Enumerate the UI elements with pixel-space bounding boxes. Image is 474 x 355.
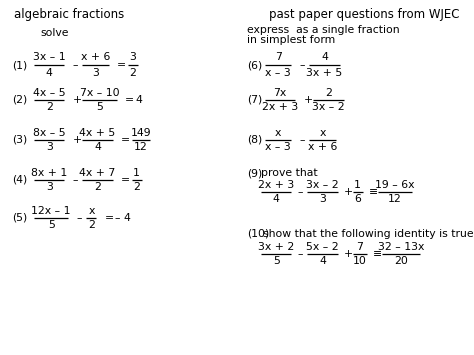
Text: 4: 4 (94, 142, 101, 153)
Text: x + 6: x + 6 (81, 53, 110, 62)
Text: x + 6: x + 6 (308, 142, 337, 153)
Text: 3x – 2: 3x – 2 (306, 180, 339, 190)
Text: –: – (73, 175, 78, 185)
Text: 149: 149 (130, 127, 151, 137)
Text: x: x (275, 127, 282, 137)
Text: 3: 3 (129, 53, 136, 62)
Text: 2: 2 (46, 103, 53, 113)
Text: (2): (2) (12, 95, 27, 105)
Text: +: + (344, 187, 353, 197)
Text: 12: 12 (388, 195, 402, 204)
Text: =: = (121, 135, 130, 145)
Text: past paper questions from WJEC: past paper questions from WJEC (270, 8, 460, 21)
Text: (8): (8) (247, 135, 262, 145)
Text: –: – (299, 60, 305, 70)
Text: 3: 3 (92, 67, 99, 77)
Text: 7x – 10: 7x – 10 (80, 87, 119, 98)
Text: 3x – 1: 3x – 1 (33, 53, 65, 62)
Text: 4x + 5: 4x + 5 (79, 127, 116, 137)
Text: 7: 7 (356, 241, 363, 251)
Text: 5: 5 (96, 103, 103, 113)
Text: express  as a single fraction: express as a single fraction (247, 25, 400, 35)
Text: =: = (125, 95, 134, 105)
Text: 4x + 7: 4x + 7 (79, 168, 116, 178)
Text: 2: 2 (129, 67, 136, 77)
Text: (7): (7) (247, 95, 262, 105)
Text: 4: 4 (46, 67, 53, 77)
Text: –: – (73, 60, 78, 70)
Text: ≡: ≡ (369, 187, 378, 197)
Text: in simplest form: in simplest form (247, 35, 335, 45)
Text: –: – (76, 213, 82, 223)
Text: 4x – 5: 4x – 5 (33, 87, 65, 98)
Text: 12: 12 (134, 142, 147, 153)
Text: algebraic fractions: algebraic fractions (14, 8, 124, 21)
Text: +: + (344, 249, 353, 259)
Text: –: – (297, 249, 303, 259)
Text: 5: 5 (273, 257, 280, 267)
Text: (9): (9) (247, 168, 262, 178)
Text: x: x (88, 206, 95, 215)
Text: 8x + 1: 8x + 1 (31, 168, 67, 178)
Text: 4: 4 (319, 257, 326, 267)
Text: 3: 3 (319, 195, 326, 204)
Text: 3x + 2: 3x + 2 (258, 241, 294, 251)
Text: 2: 2 (325, 87, 332, 98)
Text: 12x – 1: 12x – 1 (31, 206, 71, 215)
Text: prove that: prove that (261, 168, 318, 178)
Text: +: + (303, 95, 312, 105)
Text: +: + (73, 95, 82, 105)
Text: 4: 4 (136, 95, 143, 105)
Text: 7x: 7x (273, 87, 287, 98)
Text: (6): (6) (247, 60, 262, 70)
Text: solve: solve (40, 28, 69, 38)
Text: 3: 3 (46, 142, 53, 153)
Text: 5x – 2: 5x – 2 (306, 241, 339, 251)
Text: 1: 1 (133, 168, 140, 178)
Text: 32 – 13x: 32 – 13x (378, 241, 424, 251)
Text: 2: 2 (88, 220, 95, 230)
Text: 20: 20 (394, 257, 408, 267)
Text: ≡: ≡ (373, 249, 382, 259)
Text: +: + (73, 135, 82, 145)
Text: x – 3: x – 3 (265, 142, 291, 153)
Text: 8x – 5: 8x – 5 (33, 127, 65, 137)
Text: show that the following identity is true: show that the following identity is true (263, 229, 474, 239)
Text: 19 – 6x: 19 – 6x (375, 180, 415, 190)
Text: 1: 1 (354, 180, 361, 190)
Text: 4: 4 (273, 195, 280, 204)
Text: (10): (10) (247, 229, 269, 239)
Text: 2x + 3: 2x + 3 (262, 103, 298, 113)
Text: 5: 5 (48, 220, 55, 230)
Text: 2: 2 (133, 182, 140, 192)
Text: 10: 10 (353, 257, 367, 267)
Text: =: = (104, 213, 114, 223)
Text: 6: 6 (354, 195, 361, 204)
Text: 3x + 5: 3x + 5 (306, 67, 343, 77)
Text: –: – (297, 187, 303, 197)
Text: (1): (1) (12, 60, 27, 70)
Text: x – 3: x – 3 (265, 67, 291, 77)
Text: 7: 7 (275, 53, 282, 62)
Text: –: – (299, 135, 305, 145)
Text: x: x (319, 127, 326, 137)
Text: (3): (3) (12, 135, 27, 145)
Text: – 4: – 4 (116, 213, 131, 223)
Text: =: = (121, 175, 130, 185)
Text: 2: 2 (94, 182, 101, 192)
Text: =: = (117, 60, 126, 70)
Text: 3x – 2: 3x – 2 (312, 103, 345, 113)
Text: 4: 4 (321, 53, 328, 62)
Text: 2x + 3: 2x + 3 (258, 180, 294, 190)
Text: (5): (5) (12, 213, 27, 223)
Text: 3: 3 (46, 182, 53, 192)
Text: (4): (4) (12, 175, 27, 185)
